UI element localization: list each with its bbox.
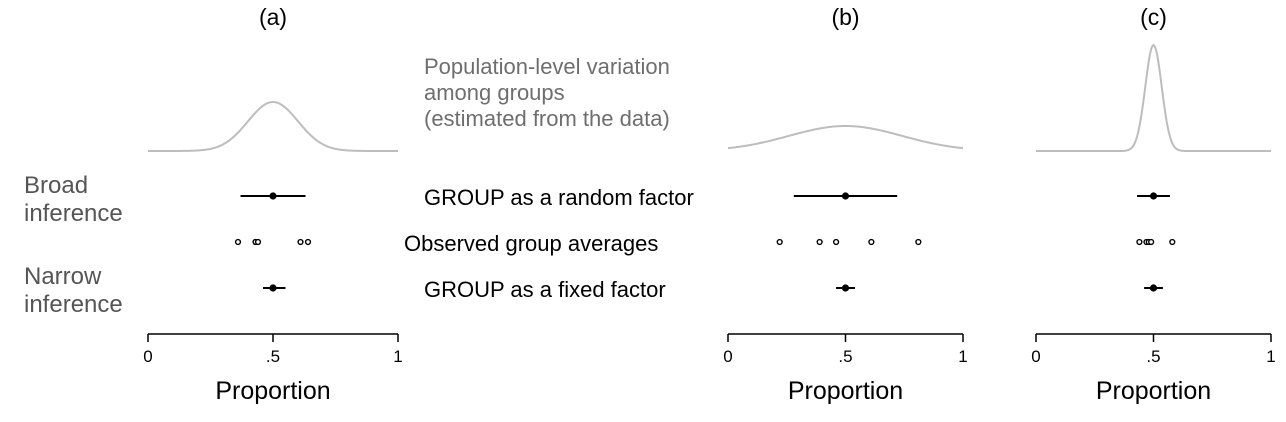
panel-1-tick-label-2: .5 bbox=[266, 347, 280, 366]
panel-1-density-curve bbox=[148, 100, 398, 152]
panel-3: (c) 0 .5 1 Proportion bbox=[1031, 4, 1275, 405]
panel-3-tick-label-2: .5 bbox=[1146, 347, 1160, 366]
panel-1-title: (a) bbox=[259, 4, 287, 30]
panel-3-density-curve bbox=[1036, 43, 1271, 152]
population-line-3: (estimated from the data) bbox=[424, 106, 670, 131]
panel-1-fixed-point bbox=[269, 284, 277, 292]
panel-2-observed-point-4 bbox=[868, 238, 875, 246]
panel-2-observed-point-3 bbox=[832, 238, 840, 246]
narrow-inference-line-1: Narrow bbox=[24, 263, 102, 290]
random-factor-label: GROUP as a random factor bbox=[424, 185, 694, 210]
panel-2-random-point bbox=[841, 192, 850, 200]
broad-inference-line-1: Broad bbox=[24, 172, 88, 199]
narrow-inference-line-2: inference bbox=[24, 291, 123, 318]
panel-1-tick-label-3: 1 bbox=[393, 347, 402, 366]
panel-2-observed-point-5 bbox=[915, 238, 922, 246]
panel-2-tick-label-1: 0 bbox=[723, 347, 732, 366]
panel-1-observed-point-3 bbox=[254, 238, 262, 246]
panel-3-x-label: Proportion bbox=[1096, 377, 1211, 405]
panel-3-observed-point-5 bbox=[1169, 238, 1176, 246]
panel-3-observed-point-1 bbox=[1136, 238, 1143, 246]
panel-2: (b) 0 .5 1 Proportion bbox=[723, 4, 967, 405]
panel-3-title: (c) bbox=[1140, 4, 1167, 30]
panel-2-fixed-point bbox=[841, 284, 850, 292]
panel-3-random-point bbox=[1149, 192, 1158, 200]
panel-1: (a) 0 .5 1 Proportion bbox=[143, 4, 402, 405]
panel-2-observed-point-2 bbox=[816, 238, 823, 246]
panel-1-observed-point-1 bbox=[234, 238, 242, 246]
broad-inference-line-2: inference bbox=[24, 200, 123, 227]
panel-3-tick-label-3: 1 bbox=[1266, 347, 1275, 366]
panel-2-x-label: Proportion bbox=[788, 377, 903, 405]
population-line-1: Population-level variation bbox=[424, 54, 670, 79]
panel-2-title: (b) bbox=[831, 4, 859, 30]
observed-averages-label: Observed group averages bbox=[404, 231, 658, 256]
panel-1-x-label: Proportion bbox=[215, 377, 330, 405]
panel-3-tick-label-1: 0 bbox=[1031, 347, 1040, 366]
panel-2-tick-label-2: .5 bbox=[838, 347, 852, 366]
panel-1-tick-label-1: 0 bbox=[143, 347, 152, 366]
panel-2-tick-label-3: 1 bbox=[958, 347, 967, 366]
panels: (a) 0 .5 1 Proportion (b) 0 .5 1 Proportion (c) 0 .5… bbox=[143, 4, 1275, 405]
population-line-2: among groups bbox=[424, 80, 565, 105]
panel-1-observed-point-5 bbox=[304, 238, 312, 246]
broad-inference-label: Broad inference bbox=[24, 172, 123, 227]
panel-3-fixed-point bbox=[1149, 284, 1158, 292]
narrow-inference-label: Narrow inference bbox=[24, 263, 123, 318]
population-variation-label: Population-level variation among groups … bbox=[424, 54, 676, 131]
panel-2-observed-point-1 bbox=[776, 238, 783, 246]
panel-2-density-curve bbox=[727, 124, 964, 150]
panel-1-observed-point-4 bbox=[297, 238, 304, 246]
fixed-factor-label: GROUP as a fixed factor bbox=[424, 277, 666, 302]
panel-1-random-point bbox=[269, 192, 277, 200]
panel-3-observed-point-4 bbox=[1148, 238, 1155, 246]
